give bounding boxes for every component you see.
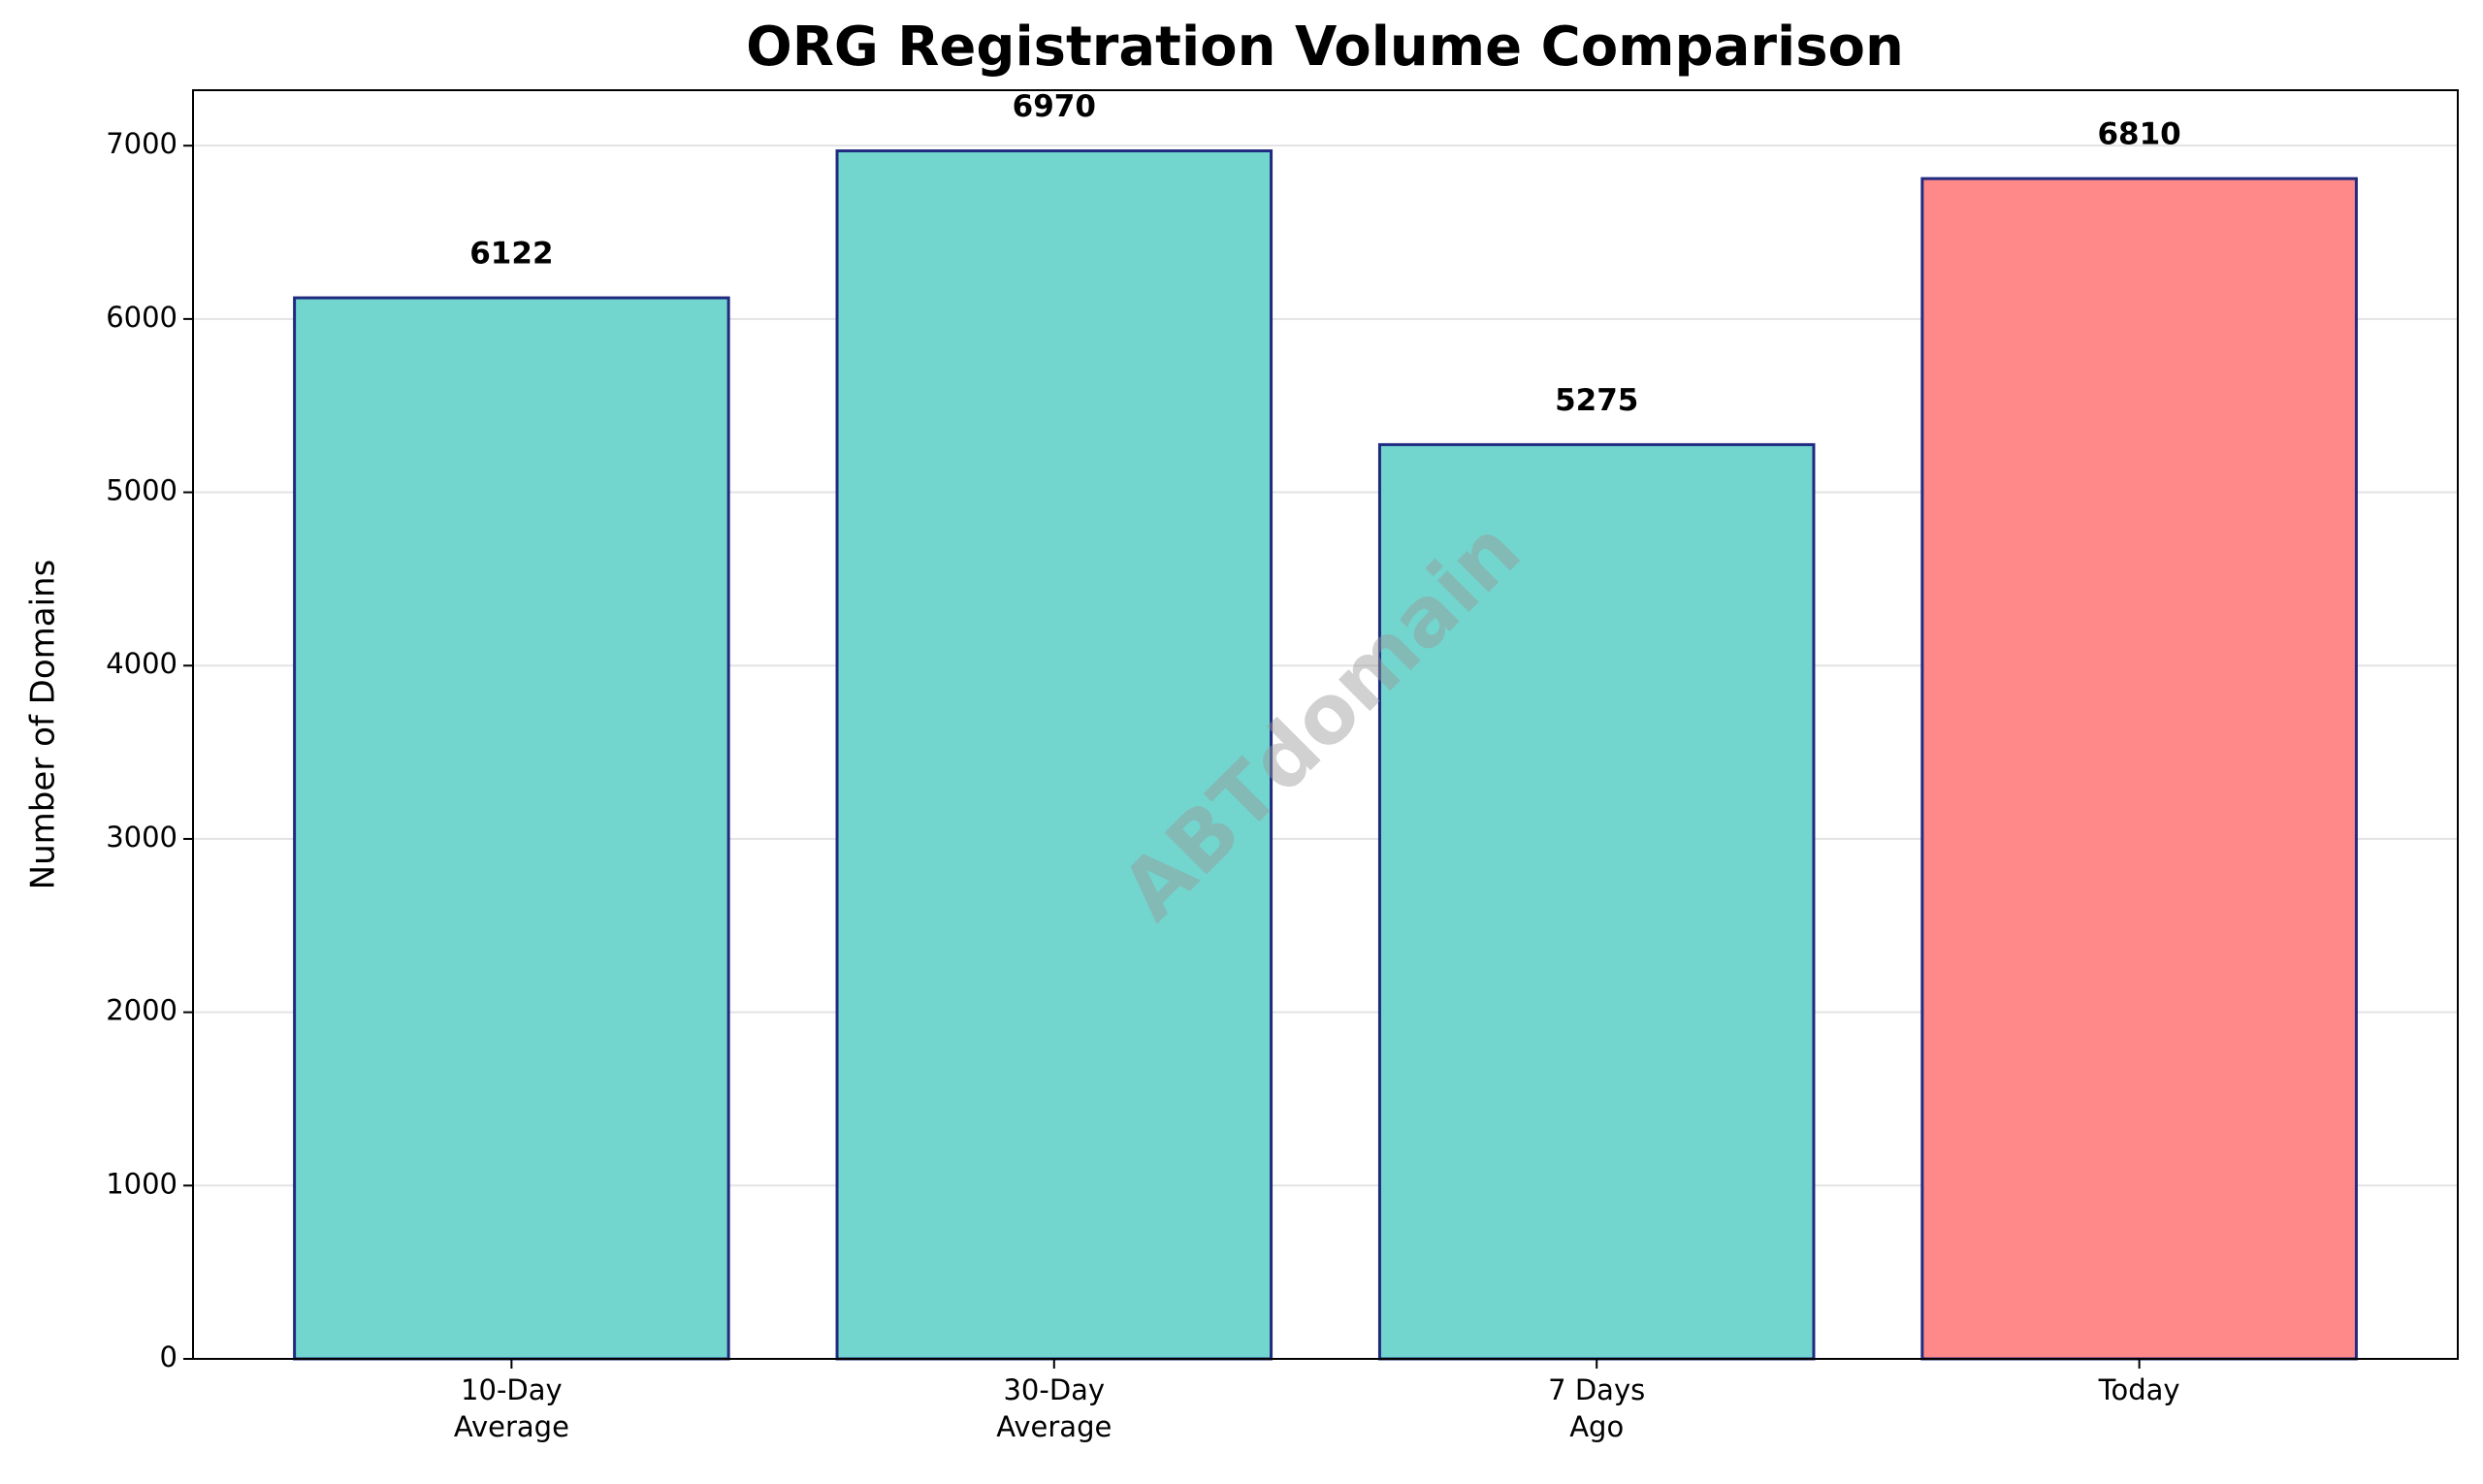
y-tick-label: 5000: [106, 474, 177, 507]
y-tick-label: 3000: [106, 821, 177, 854]
y-tick-label: 2000: [106, 994, 177, 1027]
y-tick-label: 4000: [106, 647, 177, 680]
x-tick-label: 30-Day Average: [996, 1373, 1112, 1443]
y-tick-label: 0: [160, 1340, 177, 1373]
x-tick-label: Today: [2098, 1373, 2180, 1406]
bar: [1377, 442, 1816, 1361]
y-axis-label: Number of Domains: [24, 560, 63, 890]
bar: [293, 296, 730, 1361]
bar: [835, 149, 1274, 1361]
value-label: 5275: [1555, 383, 1638, 418]
y-tick-label: 6000: [106, 301, 177, 334]
x-tick-label: 10-Day Average: [454, 1373, 569, 1443]
plot-frame: [192, 89, 2459, 1360]
y-tick-label: 1000: [106, 1167, 177, 1200]
value-label: 6122: [469, 237, 553, 272]
value-label: 6810: [2097, 117, 2180, 152]
chart-title: ORG Registration Volume Comparison: [746, 16, 1904, 79]
value-label: 6970: [1013, 89, 1096, 124]
x-tick-label: 7 Days Ago: [1548, 1373, 1645, 1443]
bar: [1920, 177, 2358, 1361]
y-tick-label: 7000: [106, 127, 177, 160]
